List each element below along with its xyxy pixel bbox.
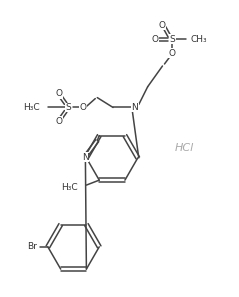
Text: HCl: HCl [175,143,194,153]
Text: CH₃: CH₃ [190,35,207,44]
Text: S: S [66,103,71,112]
Text: O: O [159,21,166,30]
Text: O: O [151,35,158,44]
Text: O: O [55,117,62,126]
Text: O: O [169,49,176,58]
Text: Br: Br [27,242,37,251]
Text: O: O [80,103,87,112]
Text: N: N [82,153,89,162]
Text: H₃C: H₃C [61,183,77,192]
Text: S: S [169,35,175,44]
Text: N: N [131,103,138,112]
Text: O: O [55,89,62,98]
Text: H₃C: H₃C [23,103,40,112]
